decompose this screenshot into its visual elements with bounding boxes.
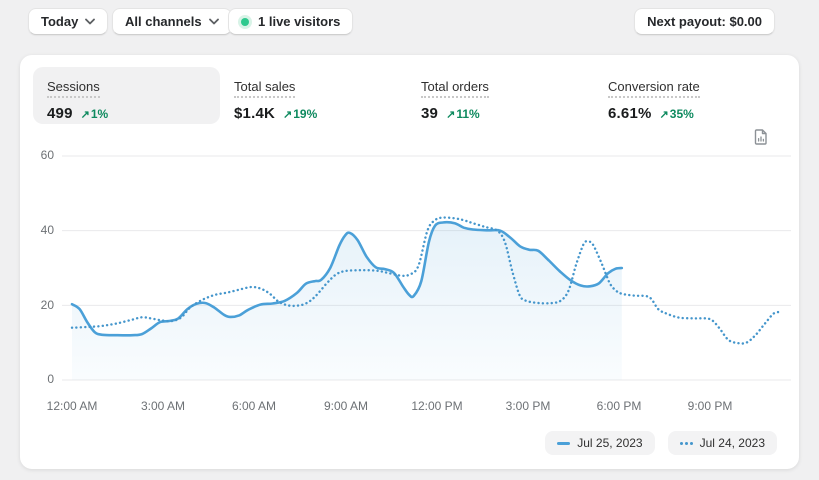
date-range-label: Today [41,14,79,29]
live-indicator-dot-icon [241,17,249,26]
metric-total-orders[interactable]: Total orders 39 ↗11% [407,67,594,133]
next-payout-label: Next payout: $0.00 [647,14,762,29]
metric-total-sales[interactable]: Total sales $1.4K ↗19% [220,67,407,133]
chart-legend: Jul 25, 2023 Jul 24, 2023 [545,431,777,455]
chart-series [70,216,781,380]
view-report-button[interactable] [751,127,771,147]
trend-up-arrow-icon: ↗ [80,109,90,121]
legend-item-jul-25[interactable]: Jul 25, 2023 [545,431,655,455]
y-axis-tick: 20 [40,298,54,312]
analytics-card: Sessions 499 ↗1% Total sales $1.4K ↗19% … [20,55,799,469]
metric-sessions[interactable]: Sessions 499 ↗1% [33,67,220,124]
metric-trend: ↗19% [283,107,318,121]
sessions-line-chart[interactable] [62,146,791,390]
metric-value: 39 [421,105,439,122]
metric-value: 499 [47,105,73,122]
x-axis-tick: 9:00 PM [687,399,733,413]
legend-label: Jul 25, 2023 [577,436,643,450]
metric-label[interactable]: Conversion rate [608,79,700,98]
x-axis-tick: 9:00 AM [323,399,369,413]
metric-value: 6.61% [608,105,652,122]
live-visitors-badge[interactable]: 1 live visitors [228,8,354,35]
live-visitors-label: 1 live visitors [258,14,341,29]
x-axis-tick: 6:00 AM [231,399,277,413]
solid-line-swatch-icon [557,441,571,445]
metric-trend: ↗11% [446,107,480,121]
metric-trend: ↗1% [80,107,109,121]
metric-label[interactable]: Sessions [47,79,100,98]
channel-filter-dropdown[interactable]: All channels [112,8,232,35]
chevron-down-icon [208,18,219,25]
metric-conversion-rate[interactable]: Conversion rate 6.61% ↗35% [594,67,781,133]
x-axis-tick: 3:00 PM [505,399,551,413]
report-page-icon [754,129,767,145]
x-axis-tick: 12:00 PM [411,399,463,413]
x-axis-tick: 12:00 AM [46,399,98,413]
metric-trend: ↗35% [659,107,694,121]
x-axis-tick: 6:00 PM [596,399,642,413]
date-range-dropdown[interactable]: Today [28,8,109,35]
legend-label: Jul 24, 2023 [699,436,765,450]
metric-value: $1.4K [234,105,276,122]
metric-label[interactable]: Total sales [234,79,296,98]
channel-filter-label: All channels [125,14,202,29]
metrics-row: Sessions 499 ↗1% Total sales $1.4K ↗19% … [33,67,781,133]
next-payout-button[interactable]: Next payout: $0.00 [634,8,775,35]
trend-up-arrow-icon: ↗ [446,109,456,121]
y-axis-tick: 0 [47,372,54,386]
y-axis-tick: 60 [40,148,54,162]
trend-up-arrow-icon: ↗ [283,109,293,121]
chevron-down-icon [85,18,96,25]
trend-up-arrow-icon: ↗ [659,109,669,121]
legend-item-jul-24[interactable]: Jul 24, 2023 [667,431,777,455]
y-axis-tick: 40 [40,223,54,237]
metric-label[interactable]: Total orders [421,79,489,98]
x-axis-tick: 3:00 AM [140,399,186,413]
dotted-line-swatch-icon [679,441,693,445]
